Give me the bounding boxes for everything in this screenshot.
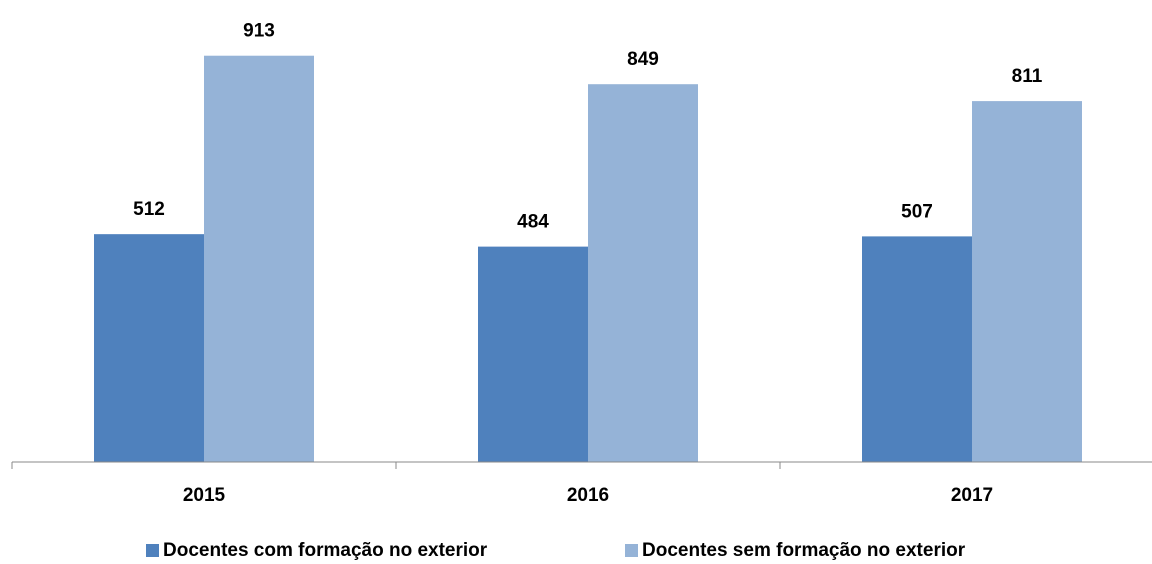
x-tick-label: 2016 [567, 485, 609, 506]
data-label: 484 [517, 212, 549, 233]
legend-label: Docentes sem formação no exterior [642, 540, 966, 561]
bar [478, 246, 588, 462]
data-label: 913 [243, 21, 275, 42]
bar [94, 234, 204, 462]
data-label: 507 [901, 201, 933, 222]
bar [204, 55, 314, 463]
x-tick-label: 2017 [951, 485, 993, 506]
legend-swatch [625, 544, 638, 557]
bar [862, 236, 972, 462]
legend-label: Docentes com formação no exterior [163, 540, 488, 561]
data-label: 811 [1012, 66, 1043, 87]
data-label: 849 [627, 49, 659, 70]
legend-swatch [146, 544, 159, 557]
bar [588, 84, 698, 462]
x-tick-label: 2015 [183, 485, 226, 506]
bar [972, 101, 1082, 462]
data-label: 512 [133, 199, 165, 220]
